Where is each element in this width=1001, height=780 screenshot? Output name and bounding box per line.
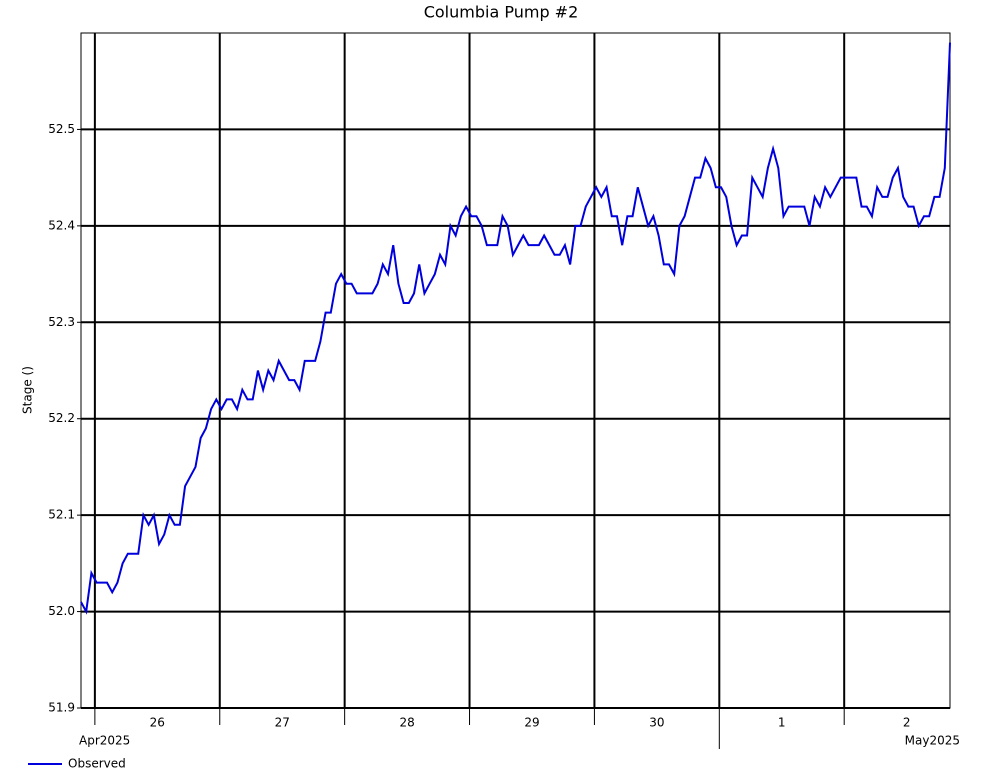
- plot-area: [80, 32, 951, 709]
- y-tick-label: 52.0: [48, 604, 75, 618]
- x-tick-label: 29: [524, 716, 539, 730]
- y-axis-label: Stage (): [21, 366, 35, 414]
- y-tick-label: 52.3: [48, 315, 75, 329]
- x-tick-label: 1: [778, 716, 786, 730]
- y-tick-label: 52.2: [48, 411, 75, 425]
- legend-label: Observed: [68, 757, 126, 771]
- y-tick-label: 52.4: [48, 218, 75, 232]
- x-tick-label: 2: [903, 716, 911, 730]
- x-tick-label: 28: [399, 716, 414, 730]
- y-tick-label: 52.5: [48, 122, 75, 136]
- chart-title: Columbia Pump #2: [424, 3, 579, 22]
- x-tick-label: 30: [649, 716, 664, 730]
- y-tick-label: 51.9: [48, 701, 75, 715]
- x-tick-label: 26: [150, 716, 165, 730]
- month-label: May2025: [905, 734, 960, 748]
- y-tick-label: 52.1: [48, 508, 75, 522]
- data-line: [80, 42, 951, 615]
- x-tick-label: 27: [275, 716, 290, 730]
- month-label: Apr2025: [79, 734, 130, 748]
